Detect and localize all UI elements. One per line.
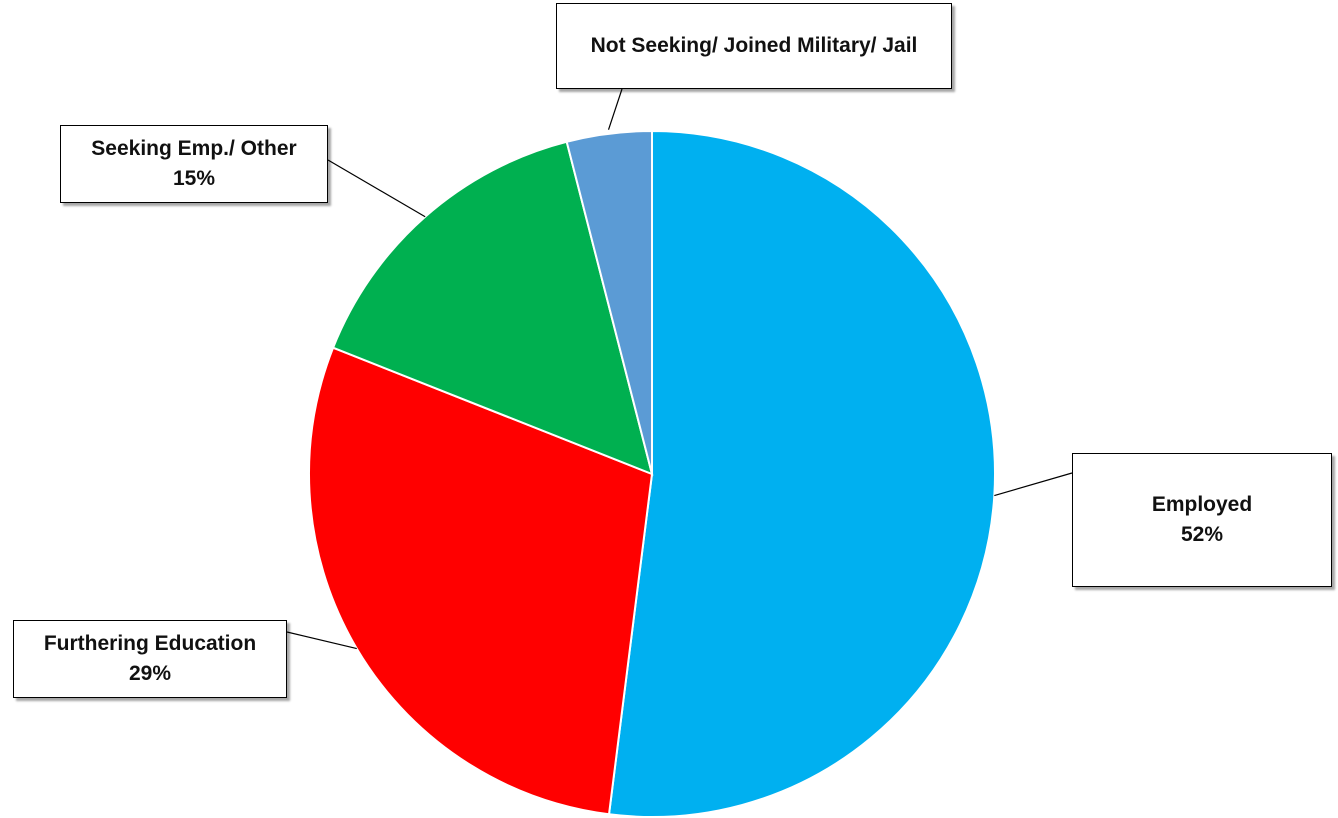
data-label-employed: Employed 52% xyxy=(1072,453,1332,587)
pie-slice-not-seeking-joined-military-jail xyxy=(565,129,653,475)
data-label-not-seeking: Not Seeking/ Joined Military/ Jail xyxy=(556,3,952,89)
data-label-furthering-education-value: 29% xyxy=(128,662,172,685)
pie-slice-employed xyxy=(607,129,996,818)
data-label-furthering-education: Furthering Education 29% xyxy=(13,620,287,698)
leader-line-furthering-education xyxy=(286,631,357,650)
data-label-furthering-education-name: Furthering Education xyxy=(43,632,257,655)
leader-lines xyxy=(286,88,1073,650)
data-label-seeking-employment-name: Seeking Emp./ Other xyxy=(91,137,297,160)
data-label-not-seeking-name: Not Seeking/ Joined Military/ Jail xyxy=(590,34,918,57)
pie-slices xyxy=(308,129,996,818)
leader-line-not-seeking-joined-military-jail xyxy=(607,88,623,130)
data-label-employed-name: Employed xyxy=(1151,493,1253,516)
data-label-seeking-employment-value: 15% xyxy=(172,167,216,190)
pie-slice-furthering-education xyxy=(308,346,654,816)
data-label-employed-value: 52% xyxy=(1180,523,1224,546)
leader-line-employed xyxy=(994,472,1073,497)
data-label-seeking-employment: Seeking Emp./ Other 15% xyxy=(60,125,328,203)
pie-slice-seeking-emp-other xyxy=(331,140,654,476)
leader-line-seeking-emp-other xyxy=(327,159,426,218)
